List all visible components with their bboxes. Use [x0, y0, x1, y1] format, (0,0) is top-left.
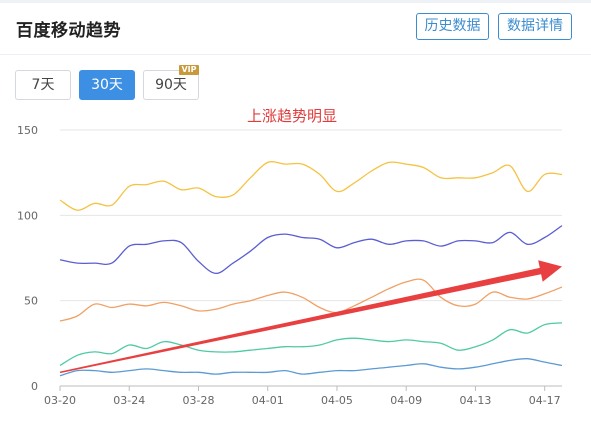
chart-axes: 0 50 100 150 03-20 03-24 03-28 04-01 04-05 04-09 0… — [17, 124, 562, 407]
y-tick-label: 50 — [24, 295, 38, 308]
page-title: 百度移动趋势 — [16, 21, 121, 41]
x-tick-label: 04-13 — [459, 394, 491, 407]
y-tick-label: 0 — [31, 380, 38, 393]
range-7-days-button[interactable]: 7天 — [15, 70, 71, 100]
top-border — [0, 0, 591, 3]
series-line-1 — [59, 161, 563, 211]
series-line-4 — [59, 322, 563, 367]
trend-arrow — [59, 260, 563, 374]
x-tick-label: 03-28 — [182, 394, 214, 407]
x-tick-label: 03-24 — [113, 394, 145, 407]
header-divider — [0, 54, 591, 55]
series-line-2 — [59, 225, 563, 275]
range-30-days-button[interactable]: 30天 — [79, 70, 135, 100]
trend-arrow-shape — [59, 260, 563, 374]
data-detail-button[interactable]: 数据详情 — [498, 13, 572, 40]
chart-grid — [60, 129, 562, 302]
chart-series — [59, 161, 563, 377]
x-tick-label: 04-09 — [390, 394, 422, 407]
series-line-5 — [59, 358, 563, 377]
y-tick-label: 100 — [17, 209, 38, 222]
range-90-days-button[interactable]: 90天 — [143, 70, 199, 100]
series-line-3 — [59, 278, 563, 322]
x-tick-label: 04-05 — [321, 394, 353, 407]
vip-badge: VIP — [179, 65, 199, 75]
x-tick-label: 03-20 — [44, 394, 76, 407]
trend-annotation: 上涨趋势明显 — [247, 107, 338, 125]
x-tick-label: 04-01 — [252, 394, 284, 407]
y-tick-label: 150 — [17, 124, 38, 137]
history-data-button[interactable]: 历史数据 — [416, 13, 489, 40]
x-tick-label: 04-17 — [529, 394, 561, 407]
